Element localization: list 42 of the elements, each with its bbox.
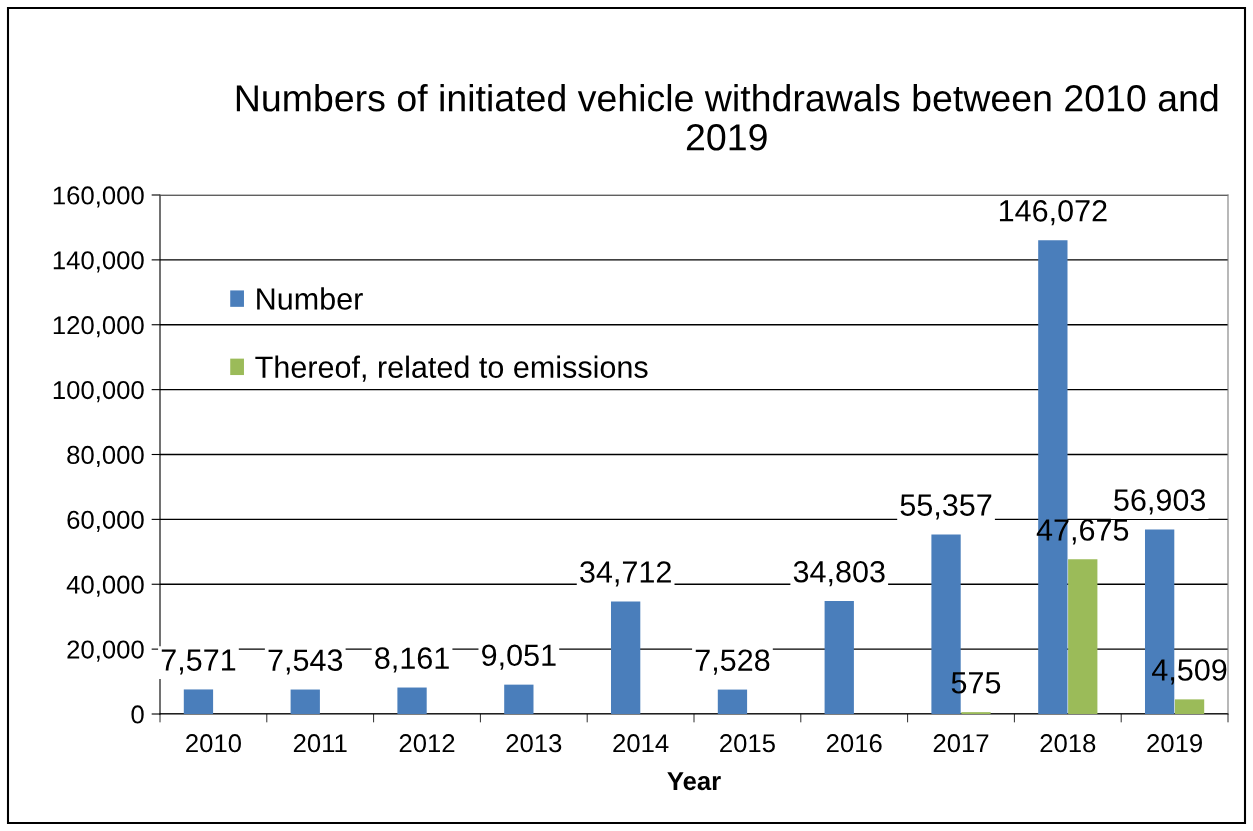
x-tick-label: 2014 bbox=[613, 734, 669, 753]
y-tick-label: 80,000 bbox=[67, 445, 144, 468]
y-tick-label: 40,000 bbox=[66, 575, 144, 597]
y-tick-label: 140,000 bbox=[53, 251, 144, 273]
legend-label: Number bbox=[257, 287, 363, 310]
x-tick-label: 2015 bbox=[720, 734, 775, 753]
x-tick-label: 2011 bbox=[293, 734, 347, 753]
y-tick-label: 120,000 bbox=[53, 316, 144, 338]
y-tick-label: 160,000 bbox=[53, 186, 144, 208]
data-label: 7,571 bbox=[161, 649, 236, 675]
data-label: 34,712 bbox=[580, 561, 671, 587]
data-label: 9,051 bbox=[482, 644, 556, 670]
y-tick-label: 20,000 bbox=[67, 640, 144, 662]
bar bbox=[183, 689, 214, 714]
bar bbox=[1174, 699, 1205, 714]
bar bbox=[504, 684, 534, 714]
bar bbox=[397, 687, 427, 714]
x-tick-label: 2016 bbox=[826, 734, 882, 753]
x-tick-label: 2018 bbox=[1040, 734, 1096, 753]
data-label: 7,528 bbox=[695, 649, 770, 675]
x-tick-label: 2012 bbox=[399, 734, 455, 753]
y-tick-label: 60,000 bbox=[67, 510, 144, 532]
x-tick-label: 2010 bbox=[186, 734, 241, 753]
x-tick-label: 2013 bbox=[506, 734, 562, 753]
x-axis-title: Year bbox=[667, 772, 721, 791]
x-tick-label: 2019 bbox=[1147, 734, 1202, 753]
legend-label: Thereof, related to emissions bbox=[255, 355, 648, 382]
data-label: 146,072 bbox=[999, 200, 1107, 226]
y-tick-label: 0 bbox=[131, 705, 144, 724]
bar bbox=[290, 689, 320, 714]
bar bbox=[717, 689, 748, 714]
bar bbox=[1068, 559, 1098, 714]
data-label: 56,903 bbox=[1114, 489, 1206, 515]
y-tick-label: 100,000 bbox=[53, 380, 144, 403]
chart-title: Numbers of initiated vehicle withdrawals between 2010 and 2019 bbox=[236, 84, 1218, 151]
bar bbox=[611, 601, 641, 714]
x-tick-label: 2017 bbox=[933, 734, 989, 753]
data-label: 55,357 bbox=[900, 494, 992, 520]
data-label: 8,161 bbox=[375, 647, 449, 673]
bar bbox=[824, 601, 854, 714]
data-label: 34,803 bbox=[793, 560, 885, 587]
data-label: 7,543 bbox=[268, 649, 343, 675]
